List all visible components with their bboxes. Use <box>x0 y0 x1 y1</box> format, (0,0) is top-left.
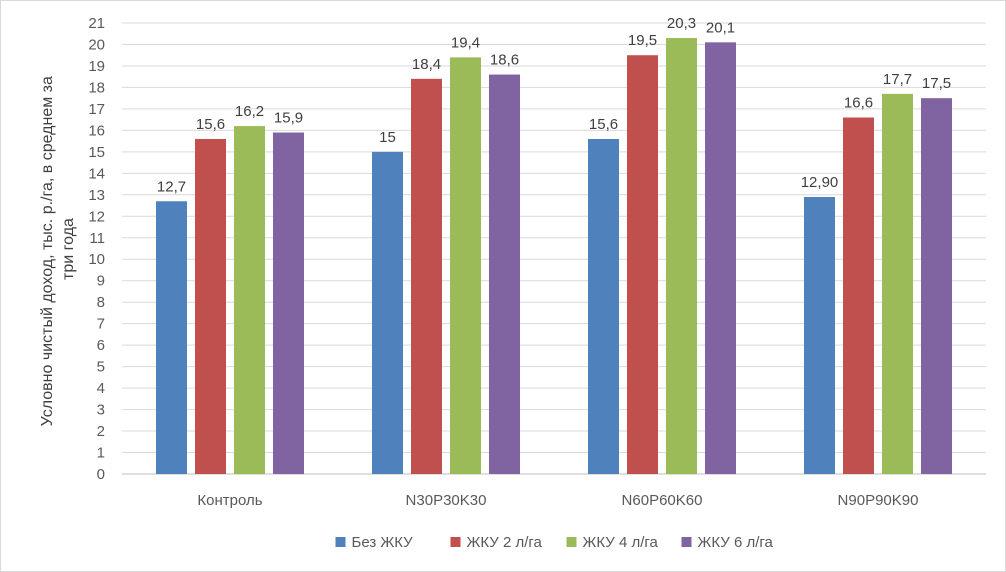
y-tick-label: 12 <box>88 208 105 225</box>
legend: Без ЖКУ ЖКУ 2 л/га ЖКУ 4 л/га ЖКУ 6 л/га <box>335 534 774 551</box>
y-tick-label: 15 <box>88 144 105 161</box>
legend-swatch <box>681 537 692 547</box>
legend-label: ЖКУ 6 л/га <box>698 534 774 551</box>
bar-value-label: 15,6 <box>196 116 225 133</box>
bars <box>156 38 952 475</box>
bar-value-label: 15,9 <box>274 110 303 127</box>
bar-value-label: 20,1 <box>706 19 735 36</box>
x-category-label: N60P60K60 <box>622 492 703 509</box>
bar <box>234 126 265 474</box>
bar-value-label: 16,2 <box>235 103 264 120</box>
y-tick-label: 13 <box>88 187 105 204</box>
bar-value-label: 17,7 <box>883 71 912 88</box>
y-axis-title-line-1: Условно чистый доход, тыс. р./га, в сред… <box>39 76 56 426</box>
bar-value-label: 18,4 <box>412 56 441 73</box>
legend-label: Без ЖКУ <box>352 534 414 551</box>
bar-value-label: 19,5 <box>628 32 657 49</box>
bar <box>450 57 481 474</box>
y-tick-label: 4 <box>97 380 105 397</box>
x-category-label: N30P30K30 <box>406 492 487 509</box>
bar-value-label: 17,5 <box>922 75 951 92</box>
bar <box>705 42 736 474</box>
y-tick-label: 16 <box>88 122 105 139</box>
y-tick-label: 10 <box>88 251 105 268</box>
bar <box>411 78 442 474</box>
legend-label: ЖКУ 2 л/га <box>467 534 543 551</box>
bar-value-label: 16,6 <box>844 94 873 111</box>
y-tick-label: 21 <box>88 15 105 32</box>
bar <box>489 74 520 475</box>
gridlines <box>122 22 986 475</box>
legend-swatch <box>566 537 577 547</box>
bar-value-label: 19,4 <box>451 34 480 51</box>
legend-label: ЖКУ 4 л/га <box>583 534 659 551</box>
bar-value-label: 12,90 <box>801 174 839 191</box>
bar <box>588 138 619 474</box>
data-labels: 12,7 15,6 16,2 15,9 15 18,4 19,4 18,6 15,6 19,5 20… <box>157 15 951 195</box>
y-tick-label: 18 <box>88 79 105 96</box>
bar <box>843 117 874 474</box>
y-tick-label: 7 <box>97 316 105 333</box>
bar <box>273 132 304 474</box>
y-tick-label: 17 <box>88 101 105 118</box>
bar <box>195 138 226 474</box>
y-tick-label: 20 <box>88 36 105 53</box>
y-tick-label: 9 <box>97 273 105 290</box>
bar <box>804 196 835 474</box>
y-tick-label: 3 <box>97 402 105 419</box>
bar-value-label: 15,6 <box>589 116 618 133</box>
y-tick-label: 5 <box>97 359 105 376</box>
y-axis-title-line-2: три года <box>60 218 77 280</box>
y-tick-label: 8 <box>97 294 105 311</box>
bar <box>666 38 697 475</box>
bar-value-label: 15 <box>379 129 396 146</box>
bar <box>921 98 952 475</box>
y-tick-label: 2 <box>97 423 105 440</box>
bar-value-label: 18,6 <box>490 52 519 69</box>
legend-swatch <box>335 537 346 547</box>
y-tick-label: 14 <box>88 165 105 182</box>
legend-swatch <box>450 537 461 547</box>
bar <box>156 201 187 474</box>
bar-value-label: 12,7 <box>157 178 186 195</box>
y-tick-label: 11 <box>89 230 105 247</box>
y-tick-label: 1 <box>97 445 105 462</box>
bar-value-label: 20,3 <box>667 15 696 32</box>
bar <box>882 93 913 474</box>
x-category-label: Контроль <box>197 492 262 509</box>
y-tick-label: 6 <box>97 337 105 354</box>
bar <box>372 151 403 474</box>
y-tick-label: 19 <box>88 58 105 75</box>
bar <box>627 55 658 474</box>
x-category-label: N90P90K90 <box>838 492 919 509</box>
y-axis-title: Условно чистый доход, тыс. р./га, в сред… <box>39 72 77 427</box>
y-tick-label: 0 <box>97 466 105 483</box>
x-axis-categories: Контроль N30P30K30 N60P60K60 N90P90K90 <box>197 492 918 509</box>
